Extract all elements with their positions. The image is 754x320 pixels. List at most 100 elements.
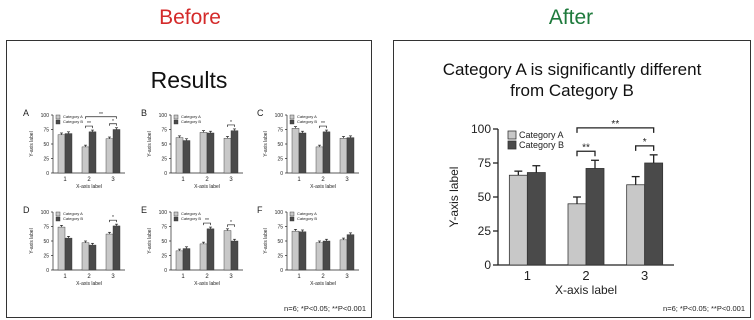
legend-label: Category A [63, 211, 83, 216]
after-bar-chart: 0 25 50 75 100 Y-axis label 1 2 3 X-axis label Cat… [447, 119, 674, 297]
legend-label: Category B [63, 216, 83, 221]
y-axis-label: Y-axis label [147, 228, 153, 253]
bar-category-b-1 [298, 132, 307, 174]
legend-swatch [173, 114, 179, 120]
panel-letter: A [23, 108, 29, 118]
legend-label: Category A [297, 114, 317, 119]
y-tick-label: 100 [159, 210, 168, 216]
significance-marker: ** [611, 119, 619, 130]
x-tick-label: 2 [321, 177, 325, 183]
legend-label: Category B [181, 216, 201, 221]
bar-category-b-1 [64, 133, 73, 174]
bar-category-a-2 [567, 203, 587, 266]
legend-label: Category A [297, 211, 317, 216]
after-title-line-1: Category A is significantly different [442, 60, 702, 79]
significance-marker: ** [321, 121, 325, 127]
legend-swatch [289, 119, 295, 125]
legend-label: Category A [519, 130, 564, 140]
significance-bracket [227, 224, 235, 227]
after-footnote: n=6; *P<0.05; **P<0.001 [663, 304, 745, 313]
significance-marker: ** [582, 142, 590, 153]
legend-swatch [55, 216, 61, 222]
bar-category-b-3 [346, 137, 355, 174]
significance-marker: ** [205, 218, 209, 224]
x-tick-label: 3 [229, 274, 233, 280]
bar-category-a-2 [199, 243, 208, 271]
x-tick-label: 3 [345, 177, 349, 183]
after-heading: After [548, 6, 594, 29]
y-tick-label: 75 [161, 224, 167, 230]
bar-category-b-2 [206, 132, 215, 174]
y-tick-label: 100 [41, 113, 50, 119]
y-tick-label: 75 [43, 127, 49, 133]
y-tick-label: 50 [161, 239, 167, 245]
y-tick-label: 0 [484, 258, 491, 272]
y-tick-label: 25 [43, 156, 49, 162]
legend-swatch [507, 130, 517, 140]
panel-letter: C [257, 108, 264, 118]
y-tick-label: 100 [275, 113, 284, 119]
bar-category-a-1 [291, 128, 300, 174]
x-tick-label: 2 [205, 274, 209, 280]
y-tick-label: 50 [43, 142, 49, 148]
x-axis-label: X-axis label [310, 281, 336, 287]
significance-marker: ** [99, 112, 103, 118]
y-axis-label: Y-axis label [447, 167, 461, 228]
x-tick-label: 2 [582, 268, 589, 283]
bar-category-a-1 [175, 137, 184, 174]
y-axis-label: Y-axis label [263, 131, 269, 156]
subchart-A: A 0 25 50 75 100 Y-axis label 1 2 3 X-axis label Ca… [23, 108, 125, 190]
y-tick-label: 75 [277, 224, 283, 230]
y-tick-label: 25 [277, 156, 283, 162]
legend-swatch [507, 140, 517, 150]
bar-category-b-3 [644, 162, 664, 266]
x-tick-label: 3 [229, 177, 233, 183]
panel-letter: D [23, 205, 30, 215]
bar-category-b-3 [112, 225, 121, 271]
legend-swatch [55, 211, 61, 217]
y-tick-label: 75 [478, 156, 492, 170]
before-heading: Before [159, 6, 221, 29]
y-tick-label: 25 [43, 253, 49, 259]
bar-category-a-1 [57, 134, 66, 174]
y-tick-label: 100 [275, 210, 284, 216]
x-tick-label: 1 [63, 274, 67, 280]
y-tick-label: 50 [43, 239, 49, 245]
bar-category-b-2 [585, 168, 605, 266]
legend-swatch [289, 211, 295, 217]
x-tick-label: 3 [111, 177, 115, 183]
bar-category-a-3 [339, 239, 348, 271]
legend-label: Category B [297, 216, 317, 221]
x-axis-label: X-axis label [194, 184, 220, 190]
x-tick-label: 3 [345, 274, 349, 280]
bar-category-b-2 [88, 244, 97, 271]
bar-category-a-3 [339, 137, 348, 174]
legend-label: Category B [63, 119, 83, 124]
y-tick-label: 25 [277, 253, 283, 259]
after-panel: Category A is significantly different fr… [393, 40, 751, 318]
significance-bracket [319, 125, 327, 129]
y-tick-label: 75 [277, 127, 283, 133]
significance-marker: * [112, 119, 114, 125]
significance-bracket [635, 145, 655, 151]
x-tick-label: 3 [111, 274, 115, 280]
y-tick-label: 75 [161, 127, 167, 133]
y-tick-label: 50 [161, 142, 167, 148]
panel-letter: E [141, 205, 147, 215]
bar-category-a-3 [626, 184, 646, 266]
x-axis-label: X-axis label [310, 184, 336, 190]
legend-swatch [289, 114, 295, 120]
bar-category-a-1 [508, 174, 528, 266]
x-tick-label: 2 [87, 177, 91, 183]
bar-category-a-3 [105, 233, 114, 271]
significance-bracket [576, 150, 596, 157]
panel-letter: F [257, 205, 263, 215]
bar-category-a-1 [57, 226, 66, 271]
y-axis-label: Y-axis label [29, 131, 35, 156]
y-axis-label: Y-axis label [263, 228, 269, 253]
bar-category-b-1 [182, 140, 191, 174]
panel-letter: B [141, 108, 147, 118]
bar-category-a-2 [81, 146, 90, 174]
significance-bracket [227, 124, 235, 127]
before-panel: Results A 0 25 50 75 100 Y-axis label 1 2 3 X-axis… [6, 40, 372, 318]
